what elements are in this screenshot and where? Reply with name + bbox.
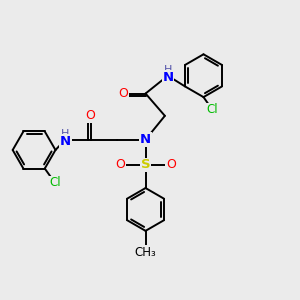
Text: O: O bbox=[115, 158, 125, 171]
Text: CH₃: CH₃ bbox=[135, 246, 156, 259]
Text: N: N bbox=[140, 133, 151, 146]
Text: H: H bbox=[164, 65, 172, 75]
Text: Cl: Cl bbox=[207, 103, 218, 116]
Text: O: O bbox=[166, 158, 176, 171]
Text: H: H bbox=[61, 129, 70, 139]
Text: Cl: Cl bbox=[49, 176, 61, 189]
Text: O: O bbox=[118, 87, 128, 100]
Text: O: O bbox=[85, 109, 95, 122]
Text: S: S bbox=[141, 158, 150, 171]
Text: N: N bbox=[162, 71, 173, 84]
Text: N: N bbox=[60, 135, 71, 148]
